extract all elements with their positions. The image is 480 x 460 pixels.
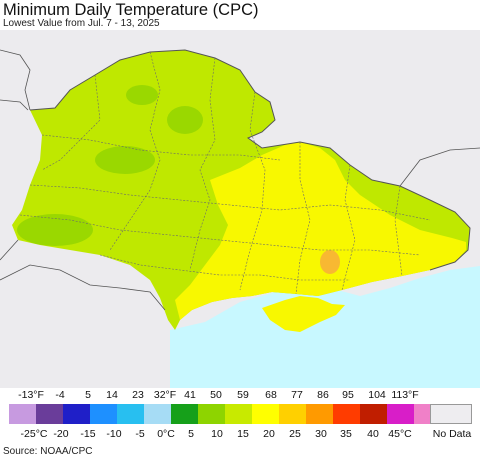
source-credit: Source: NOAA/CPC (3, 446, 93, 457)
legend-c-label: -25°C (20, 428, 48, 440)
no-data-label: No Data (432, 428, 472, 440)
legend-c-label: -5 (135, 428, 145, 440)
legend-f-label: 86 (317, 389, 329, 401)
legend-f-label: 113°F (391, 389, 419, 401)
legend-swatch (306, 404, 333, 424)
legend-c-label: 15 (237, 428, 249, 440)
legend-f-label: 104 (368, 389, 386, 401)
legend-swatch (171, 404, 198, 424)
legend-swatch (90, 404, 117, 424)
legend-swatch (252, 404, 279, 424)
legend-swatch (279, 404, 306, 424)
legend-f-label: 77 (291, 389, 303, 401)
legend-swatch (63, 404, 90, 424)
legend-swatch (117, 404, 144, 424)
legend-f-label: 68 (265, 389, 277, 401)
legend-f-label: 14 (106, 389, 118, 401)
crimea (262, 296, 345, 332)
neighbor-borders (0, 49, 480, 311)
legend-swatch (333, 404, 360, 424)
legend-c-label: 20 (263, 428, 275, 440)
country-border (29, 49, 471, 271)
legend-celsius-labels: -25°C -20 -15 -10 -5 0°C 5 10 15 20 25 3… (0, 427, 480, 441)
map-title: Minimum Daily Temperature (CPC) (3, 1, 259, 19)
legend-c-label: 35 (340, 428, 352, 440)
map-svg (0, 49, 480, 388)
legend-swatch (360, 404, 387, 424)
temperature-map (0, 30, 480, 388)
map-subtitle: Lowest Value from Jul. 7 - 13, 2025 (3, 18, 160, 29)
legend-c-label: 30 (315, 428, 327, 440)
legend-swatch (387, 404, 414, 424)
legend-f-label: 23 (132, 389, 144, 401)
legend-c-label: -10 (106, 428, 122, 440)
cool-patch-center (95, 146, 155, 174)
no-data-swatch (430, 404, 472, 424)
legend-swatch (36, 404, 63, 424)
legend-c-label: -15 (80, 428, 96, 440)
cool-patch-north (126, 85, 158, 105)
legend-c-label: 0°C (157, 428, 175, 440)
legend-f-label: 50 (210, 389, 222, 401)
region-warm (175, 142, 466, 320)
legend-swatch (144, 404, 171, 424)
legend-swatch (225, 404, 252, 424)
legend-swatch (9, 404, 36, 424)
legend-swatch (198, 404, 225, 424)
black-sea (170, 266, 480, 388)
cool-patch-west (17, 214, 93, 246)
legend-c-label: 40 (367, 428, 379, 440)
legend-f-label: 32°F (153, 389, 177, 401)
legend-c-label: 25 (289, 428, 301, 440)
header: Minimum Daily Temperature (CPC) Lowest V… (3, 0, 259, 30)
legend-f-label: 41 (184, 389, 196, 401)
legend-c-label: 10 (211, 428, 223, 440)
legend-fahrenheit-labels: -13°F -4 5 14 23 32°F 41 50 59 68 77 86 … (0, 388, 480, 402)
oblast-borders (19, 51, 431, 295)
legend-f-label: 59 (237, 389, 249, 401)
legend-f-label: -4 (55, 389, 65, 401)
legend-f-label: 5 (85, 389, 91, 401)
cool-patch-north-2 (167, 106, 203, 134)
hot-patch (320, 250, 340, 274)
legend-c-label: -20 (53, 428, 69, 440)
legend-f-label: -13°F (18, 389, 44, 401)
legend-f-label: 95 (342, 389, 354, 401)
legend-c-label: 5 (188, 428, 194, 440)
legend-color-bar (9, 404, 441, 424)
legend-c-label: 45°C (388, 428, 412, 440)
